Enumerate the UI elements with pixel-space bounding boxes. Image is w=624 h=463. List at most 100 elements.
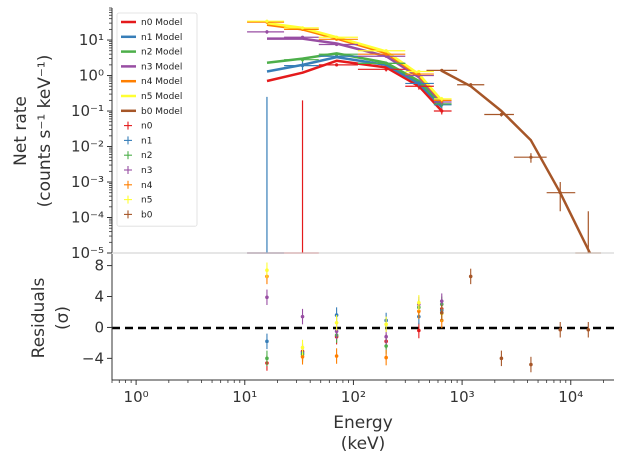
n5-series bbox=[247, 19, 452, 102]
n0-point bbox=[440, 109, 444, 113]
bottom-y-ticks: 8 4 0 −4 bbox=[82, 257, 112, 367]
residual-y-tick-label: 0 bbox=[94, 318, 104, 336]
legend-label: n3 bbox=[141, 166, 152, 176]
n2-point bbox=[300, 58, 305, 62]
n3-point bbox=[265, 30, 269, 34]
n5-residual-point bbox=[417, 300, 421, 305]
legend-label: n5 bbox=[141, 196, 152, 206]
n5-point bbox=[265, 19, 269, 23]
legend: n0 Model n1 Model n2 Model n3 Model n4 Model… bbox=[116, 12, 198, 227]
b0-residual-point bbox=[586, 327, 591, 332]
residuals-panel: 8 4 0 −4 10⁰ 10¹ 10² 10³ 10⁴ Residuals (σ) Energ… bbox=[29, 254, 614, 454]
residual-y-tick-label: −4 bbox=[82, 349, 104, 367]
n0-model-curve bbox=[266, 59, 443, 112]
b0-residual-point bbox=[499, 356, 504, 361]
n5-model-curve bbox=[266, 21, 443, 102]
legend-label: n0 bbox=[141, 122, 153, 132]
b0-residual-point bbox=[558, 327, 563, 332]
n5-residual-point bbox=[334, 320, 339, 325]
legend-label: n0 Model bbox=[141, 18, 182, 28]
n2-point bbox=[335, 52, 339, 56]
y-tick-label: 10⁻⁴ bbox=[71, 209, 104, 227]
n4-point bbox=[417, 72, 421, 76]
y-tick-label: 10⁻¹ bbox=[71, 102, 104, 120]
b0-model-curve bbox=[441, 69, 592, 254]
n3-residual-point bbox=[334, 329, 339, 334]
b0-point bbox=[529, 155, 533, 159]
n0-point bbox=[384, 67, 388, 71]
n5-point bbox=[384, 49, 388, 53]
x-tick-label: 10¹ bbox=[232, 388, 257, 406]
n5-point bbox=[417, 69, 421, 74]
b0-point bbox=[440, 68, 444, 72]
n5-residual-point bbox=[300, 345, 305, 350]
x-axis-label: Energy(keV) bbox=[333, 413, 393, 454]
n5-point bbox=[335, 35, 339, 39]
residual-y-title-line-1: Residuals bbox=[29, 278, 49, 359]
y-axis-title-line-2: (counts s⁻¹ keV⁻¹) bbox=[35, 55, 55, 208]
n3-point bbox=[335, 42, 339, 47]
b0-point bbox=[469, 83, 473, 87]
y-tick-label: 10⁻⁵ bbox=[71, 244, 104, 262]
legend-label: n4 bbox=[141, 181, 153, 191]
b0-residual-series bbox=[439, 268, 591, 373]
n2-point bbox=[384, 61, 388, 65]
legend-frame bbox=[116, 12, 198, 227]
n3-residual-point bbox=[384, 334, 388, 339]
n2-series bbox=[284, 52, 452, 107]
n2-residual-point bbox=[384, 344, 388, 348]
b0-residual-point bbox=[529, 362, 533, 367]
x-tick-label: 10³ bbox=[450, 388, 475, 406]
y-tick-label: 10¹ bbox=[79, 31, 104, 49]
y-tick-label: 10⁻² bbox=[71, 138, 104, 156]
legend-label: n1 bbox=[141, 136, 152, 146]
x-tick-label: 10² bbox=[341, 388, 366, 406]
x-ticks: 10⁰ 10¹ 10² 10³ 10⁴ bbox=[111, 380, 604, 406]
legend-label: n2 bbox=[141, 151, 152, 161]
x-axis-title-line-1: Energy bbox=[333, 413, 393, 433]
residual-y-tick-label: 4 bbox=[94, 288, 104, 306]
n4-residual-point bbox=[417, 309, 421, 314]
n5-residual-point bbox=[384, 322, 388, 327]
y-tick-label: 10⁻³ bbox=[71, 173, 104, 191]
top-y-axis-label: Net rate (counts s⁻¹ keV⁻¹) bbox=[11, 55, 55, 208]
y-axis-title-line-1: Net rate bbox=[11, 96, 31, 166]
n1-point bbox=[417, 81, 421, 86]
n4-point bbox=[384, 52, 388, 56]
n0-point bbox=[335, 63, 339, 67]
n4-residual-point bbox=[384, 355, 388, 360]
y-tick-label: 10⁰ bbox=[79, 67, 104, 85]
legend-label: b0 bbox=[141, 210, 153, 220]
n0-residual-point bbox=[417, 328, 421, 333]
residual-y-title-line-2: (σ) bbox=[53, 306, 73, 330]
n5-residual-point bbox=[265, 268, 269, 273]
top-y-ticks: 10¹ 10⁰ 10⁻¹ 10⁻² 10⁻³ 10⁻⁴ 10⁻⁵ bbox=[71, 7, 112, 262]
x-tick-label: 10⁴ bbox=[558, 388, 583, 406]
residual-points bbox=[265, 262, 591, 373]
legend-label: n5 Model bbox=[141, 92, 182, 102]
n1-residual-point bbox=[265, 339, 269, 344]
legend-label: n3 Model bbox=[141, 62, 182, 72]
n3-residual-point bbox=[265, 295, 269, 300]
n4-residual-point bbox=[300, 355, 305, 359]
n5-point bbox=[440, 97, 444, 101]
n4-residual-point bbox=[334, 354, 339, 358]
b0-residual-point bbox=[439, 310, 444, 315]
n3-residual-point bbox=[439, 299, 444, 303]
n3-point bbox=[300, 35, 305, 39]
legend-label: n4 Model bbox=[141, 77, 182, 87]
n2-residual-point bbox=[265, 356, 269, 361]
spectrum-panel: 10¹ 10⁰ 10⁻¹ 10⁻² 10⁻³ 10⁻⁴ 10⁻⁵ n0 Model n1 Mo… bbox=[11, 7, 614, 262]
residual-y-tick-label: 8 bbox=[94, 257, 104, 275]
n5-point bbox=[300, 26, 305, 30]
b0-residual-point bbox=[468, 274, 473, 279]
x-axis-title-line-2: (keV) bbox=[341, 434, 386, 454]
n1-point bbox=[300, 64, 305, 68]
legend-label: n1 Model bbox=[141, 33, 182, 43]
bottom-y-axis-label: Residuals (σ) bbox=[29, 278, 73, 359]
legend-label: b0 Model bbox=[141, 107, 182, 117]
x-tick-label: 10⁰ bbox=[124, 388, 149, 406]
legend-label: n2 Model bbox=[141, 48, 182, 58]
